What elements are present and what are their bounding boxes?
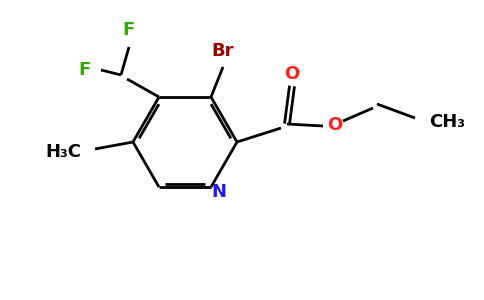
Text: O: O: [327, 116, 343, 134]
Text: Br: Br: [212, 42, 234, 60]
Text: F: F: [123, 21, 135, 39]
Text: O: O: [285, 65, 300, 83]
Text: N: N: [212, 183, 227, 201]
Text: F: F: [79, 61, 91, 79]
Text: H₃C: H₃C: [45, 143, 81, 161]
Text: CH₃: CH₃: [429, 113, 465, 131]
